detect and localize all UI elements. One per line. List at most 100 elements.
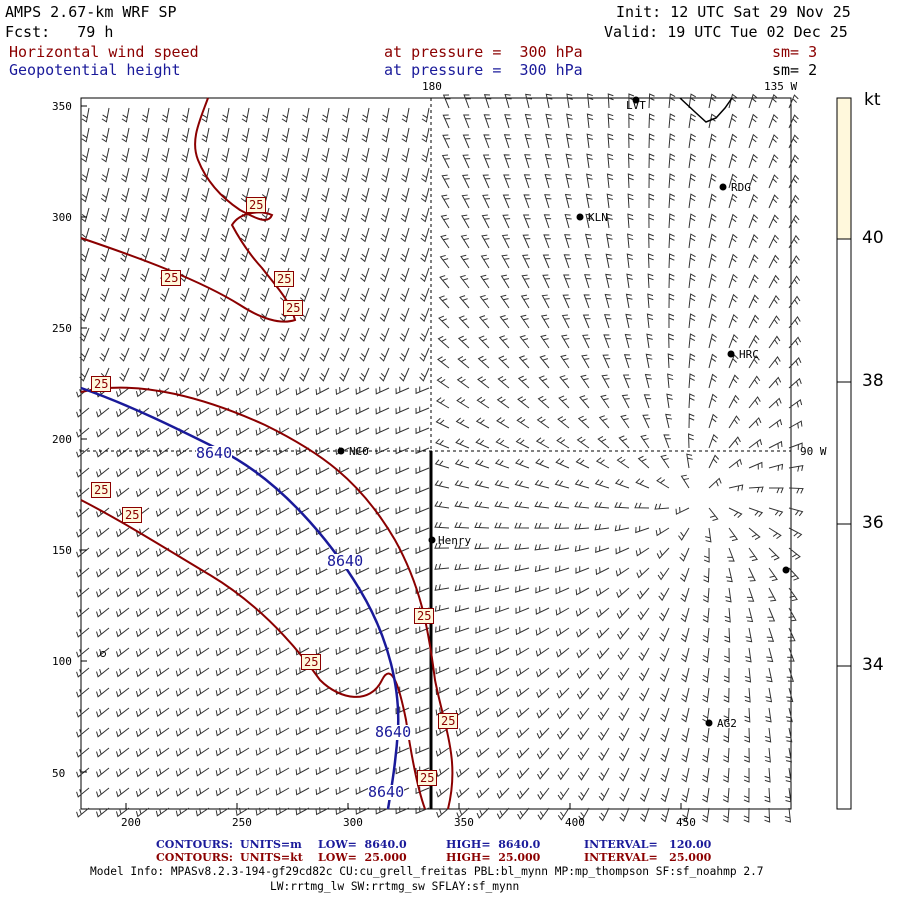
- wind-barb: [395, 566, 410, 575]
- wind-barb: [76, 727, 90, 738]
- wind-label-3: 25: [274, 271, 295, 287]
- wind-barb: [702, 687, 710, 703]
- wind-barb: [436, 376, 450, 389]
- wind-barb: [498, 335, 510, 349]
- wind-barb: [768, 587, 777, 602]
- wind-barb: [260, 267, 270, 283]
- wind-barb: [678, 527, 690, 541]
- wind-barb: [627, 193, 634, 209]
- wind-barb: [201, 127, 210, 143]
- wind-barb: [688, 353, 696, 369]
- wind-barb: [708, 393, 718, 409]
- wind-barb: [375, 466, 390, 475]
- wind-barb: [181, 107, 190, 123]
- wind-barb: [455, 625, 470, 634]
- wind-barb: [688, 113, 696, 129]
- wind-barb: [474, 564, 490, 571]
- wind-barb: [235, 647, 250, 657]
- wind-barb: [335, 807, 350, 816]
- wind-barb: [585, 193, 593, 209]
- wind-barb: [576, 667, 590, 680]
- wind-barb: [320, 187, 330, 203]
- wind-barb: [768, 214, 779, 229]
- wind-barb: [175, 667, 190, 677]
- wind-barb: [728, 334, 739, 349]
- wind-barb: [120, 207, 130, 223]
- wind-barb: [179, 347, 190, 362]
- wind-barb: [768, 567, 778, 582]
- wind-barb: [595, 567, 610, 576]
- wind-barb: [788, 234, 800, 249]
- wind-barb: [359, 347, 370, 362]
- wind-barb: [557, 807, 570, 821]
- wind-barb: [535, 586, 550, 594]
- wind-barb: [215, 727, 230, 737]
- wind-barb: [475, 646, 490, 655]
- wind-barb: [495, 605, 510, 614]
- wind-barb: [159, 287, 170, 303]
- wind-barb: [764, 807, 771, 823]
- wind-barb: [199, 287, 210, 303]
- wind-barb: [614, 502, 630, 509]
- wind-barb: [788, 607, 797, 622]
- wind-barb: [96, 427, 110, 438]
- wind-barb: [76, 447, 90, 458]
- wind-barb: [501, 234, 510, 249]
- wind-barb: [666, 393, 673, 409]
- wind-barb: [435, 646, 450, 654]
- wind-barb: [100, 187, 110, 203]
- wind-barb: [788, 547, 801, 560]
- wind-barb: [743, 787, 750, 803]
- wind-barb: [235, 607, 250, 617]
- field1-smoothing: sm= 3: [772, 43, 818, 61]
- wind-barb: [240, 187, 250, 203]
- wind-barb: [555, 565, 570, 573]
- wind-barb: [523, 194, 531, 209]
- wind-barb: [415, 666, 430, 675]
- wind-barb: [420, 227, 430, 243]
- wind-barb: [577, 415, 590, 429]
- wind-barb: [668, 193, 676, 209]
- wind-barb: [660, 747, 670, 763]
- wind-barb: [639, 787, 650, 803]
- wind-barb: [563, 274, 571, 289]
- wind-barb: [259, 367, 270, 382]
- wind-label-9: 25: [301, 654, 322, 670]
- wind-barb: [261, 167, 270, 183]
- wind-barb: [728, 527, 739, 542]
- wind-barb: [688, 93, 696, 109]
- wind-barb: [315, 567, 330, 576]
- wind-barb: [379, 327, 390, 342]
- wind-barb: [435, 417, 450, 429]
- axis-ticks: [81, 105, 682, 809]
- wind-barb: [140, 267, 150, 283]
- wind-barb: [479, 294, 490, 309]
- footer-height-high: HIGH= 8640.0: [446, 838, 541, 851]
- wind-barb: [456, 767, 470, 778]
- wind-barb: [728, 153, 738, 169]
- wind-barb: [748, 396, 761, 409]
- station-ag2-label: AG2: [717, 717, 737, 730]
- wind-barb: [415, 686, 430, 695]
- wind-barb: [708, 153, 717, 169]
- wind-barb: [455, 646, 470, 655]
- ytick-50: 50: [52, 767, 66, 780]
- wind-barb: [564, 234, 572, 249]
- wind-barb: [461, 194, 470, 209]
- wind-barb: [477, 376, 490, 389]
- wind-barb: [475, 626, 490, 634]
- wind-barb: [280, 207, 290, 223]
- wind-barb: [461, 214, 470, 229]
- wind-barb: [76, 667, 90, 678]
- wind-label-1: 25: [246, 197, 267, 213]
- wind-barb: [566, 93, 573, 109]
- wind-barb: [722, 767, 730, 783]
- wind-barb: [557, 787, 570, 801]
- wind-barb: [768, 397, 782, 409]
- wind-barb: [215, 807, 230, 817]
- wind-barb: [340, 227, 350, 243]
- wind-barb: [255, 767, 270, 776]
- meridian-135w-label: 135 W: [764, 80, 798, 93]
- wind-barb: [419, 287, 430, 303]
